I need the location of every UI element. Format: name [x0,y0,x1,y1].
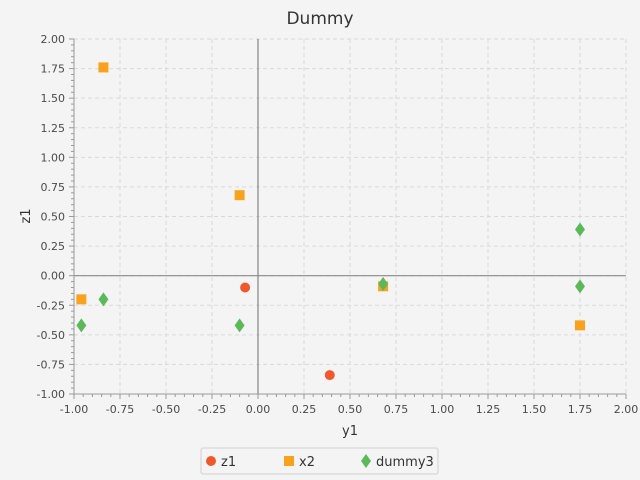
point-x2 [234,190,245,201]
chart-title: Dummy [286,9,353,29]
x-tick-label: -1.00 [60,403,88,416]
x-axis-label: y1 [342,424,358,439]
y-tick-label: 1.50 [41,92,66,105]
y-tick-label: 1.25 [41,122,66,135]
zero-lines [74,39,626,394]
point-x2 [575,320,585,331]
axes [69,38,627,399]
y-axis-ticks: -1.00 -0.75 -0.50 -0.25 0.00 0.25 0.50 0.75 1.00… [37,33,65,401]
legend: z1 x2 dummy3 [200,447,439,475]
x-tick-label: 1.00 [430,403,455,416]
x-tick-label: 0.25 [292,403,317,416]
legend-label-z1: z1 [221,455,236,470]
legend-box [200,447,439,475]
data-points [76,62,585,381]
y-tick-label: -1.00 [37,388,65,401]
grid-lines [73,38,627,395]
x-tick-label: 1.75 [568,403,593,416]
y-tick-label: -0.25 [37,299,65,312]
point-dummy3 [234,318,245,333]
y-tick-label: 1.00 [41,151,66,164]
y-tick-label: -0.50 [37,329,65,342]
legend-marker-dummy3 [361,454,371,468]
legend-marker-z1 [206,456,216,466]
point-dummy3 [98,292,109,307]
x-tick-label: 1.25 [476,403,501,416]
y-axis-label: z1 [19,208,34,223]
point-x2 [98,62,109,73]
point-x2 [76,294,87,305]
x-tick-label: -0.25 [198,403,226,416]
point-dummy3 [575,222,585,237]
y-tick-label: -0.75 [37,358,65,371]
y-tick-label: 0.50 [41,211,66,224]
x-tick-label: 2.00 [614,403,639,416]
y-tick-label: 0.75 [41,181,66,194]
x-tick-label: 0.00 [246,403,271,416]
y-tick-label: 2.00 [41,33,66,46]
y-tick-label: 1.75 [41,63,66,76]
x-tick-label: 1.50 [522,403,547,416]
legend-label-x2: x2 [299,455,315,470]
point-dummy3 [378,276,389,291]
x-tick-label: -0.50 [152,403,180,416]
x-tick-label: 0.50 [338,403,363,416]
legend-marker-x2 [284,456,294,466]
x-tick-label: -0.75 [106,403,134,416]
point-dummy3 [575,279,585,294]
legend-label-dummy3: dummy3 [376,455,434,470]
y-tick-label: 0.25 [41,240,66,253]
point-dummy3 [76,318,87,333]
y-tick-label: 0.00 [41,270,66,283]
point-z1 [324,370,335,381]
x-axis-ticks: -1.00 -0.75 -0.50 -0.25 0.00 0.25 0.50 0.75 1.00… [60,403,638,416]
point-z1 [240,282,251,293]
x-tick-label: 0.75 [384,403,409,416]
